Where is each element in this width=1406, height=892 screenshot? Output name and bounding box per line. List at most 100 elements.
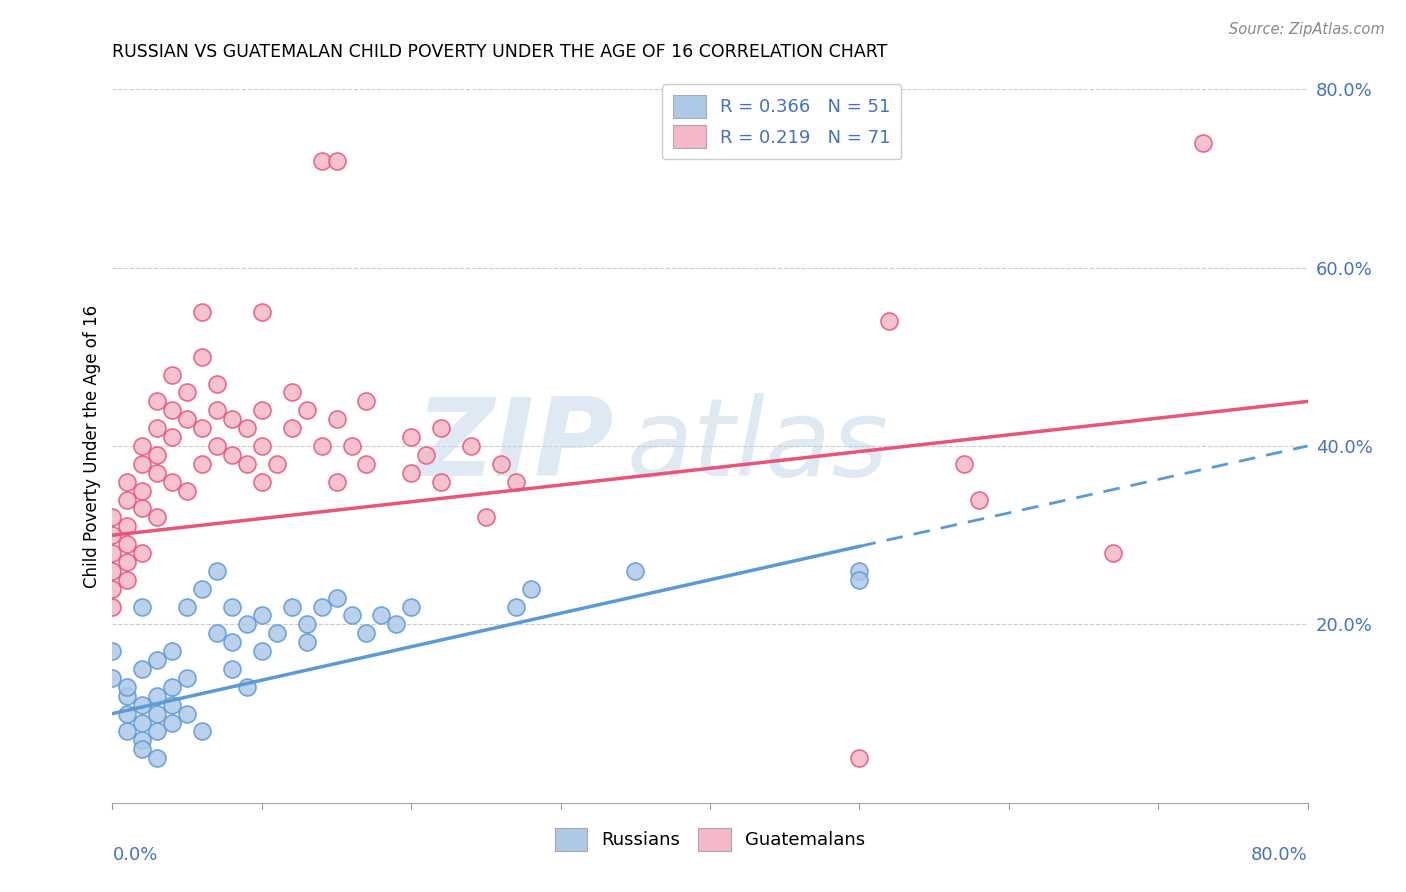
Y-axis label: Child Poverty Under the Age of 16: Child Poverty Under the Age of 16: [83, 304, 101, 588]
Point: [117, 689, 139, 703]
Point: [250, 644, 273, 658]
Point: [176, 671, 198, 685]
Point: [250, 608, 273, 623]
Point: [624, 564, 647, 578]
Point: [295, 617, 318, 632]
Point: [146, 724, 169, 739]
Point: [146, 421, 169, 435]
Point: [162, 680, 183, 694]
Point: [953, 457, 976, 471]
Point: [236, 680, 259, 694]
Point: [146, 751, 169, 765]
Point: [191, 305, 214, 319]
Text: 0.0%: 0.0%: [112, 846, 157, 863]
Point: [221, 448, 243, 462]
Point: [101, 528, 124, 542]
Point: [176, 599, 198, 614]
Point: [236, 617, 259, 632]
Point: [101, 582, 124, 596]
Point: [401, 599, 423, 614]
Point: [176, 483, 198, 498]
Point: [266, 626, 288, 640]
Point: [162, 403, 183, 417]
Point: [250, 403, 273, 417]
Point: [205, 439, 228, 453]
Point: [146, 510, 169, 524]
Point: [848, 751, 870, 765]
Legend: Russians, Guatemalans: Russians, Guatemalans: [547, 821, 873, 858]
Point: [295, 403, 318, 417]
Point: [146, 706, 169, 721]
Point: [191, 457, 214, 471]
Point: [205, 376, 228, 391]
Point: [131, 742, 153, 756]
Point: [162, 644, 183, 658]
Point: [266, 457, 288, 471]
Point: [311, 153, 333, 168]
Point: [191, 350, 214, 364]
Point: [191, 724, 214, 739]
Point: [205, 403, 228, 417]
Point: [117, 492, 139, 507]
Point: [505, 599, 527, 614]
Point: [325, 412, 347, 426]
Point: [281, 599, 304, 614]
Point: [101, 599, 124, 614]
Point: [131, 546, 153, 560]
Point: [101, 564, 124, 578]
Point: [131, 733, 153, 747]
Point: [311, 439, 333, 453]
Point: [117, 537, 139, 551]
Point: [131, 457, 153, 471]
Point: [415, 448, 437, 462]
Point: [505, 475, 527, 489]
Point: [430, 421, 453, 435]
Point: [131, 715, 153, 730]
Point: [191, 421, 214, 435]
Point: [340, 608, 363, 623]
Point: [162, 368, 183, 382]
Point: [460, 439, 482, 453]
Point: [281, 385, 304, 400]
Point: [236, 457, 259, 471]
Point: [117, 680, 139, 694]
Point: [146, 394, 169, 409]
Point: [325, 153, 347, 168]
Point: [879, 314, 901, 328]
Text: 80.0%: 80.0%: [1251, 846, 1308, 863]
Point: [131, 599, 153, 614]
Point: [162, 475, 183, 489]
Point: [146, 653, 169, 667]
Point: [1192, 136, 1215, 150]
Point: [221, 412, 243, 426]
Point: [131, 698, 153, 712]
Point: [162, 698, 183, 712]
Point: [401, 466, 423, 480]
Point: [131, 662, 153, 676]
Point: [489, 457, 512, 471]
Point: [967, 492, 990, 507]
Point: [370, 608, 392, 623]
Point: [340, 439, 363, 453]
Point: [221, 635, 243, 649]
Point: [311, 599, 333, 614]
Point: [162, 715, 183, 730]
Point: [117, 706, 139, 721]
Point: [176, 385, 198, 400]
Point: [131, 501, 153, 516]
Point: [131, 439, 153, 453]
Point: [101, 546, 124, 560]
Point: [191, 582, 214, 596]
Point: [281, 421, 304, 435]
Point: [131, 483, 153, 498]
Point: [162, 430, 183, 444]
Point: [221, 662, 243, 676]
Point: [325, 475, 347, 489]
Point: [325, 591, 347, 605]
Point: [221, 599, 243, 614]
Point: [117, 555, 139, 569]
Point: [236, 421, 259, 435]
Point: [117, 724, 139, 739]
Point: [146, 689, 169, 703]
Text: Source: ZipAtlas.com: Source: ZipAtlas.com: [1229, 22, 1385, 37]
